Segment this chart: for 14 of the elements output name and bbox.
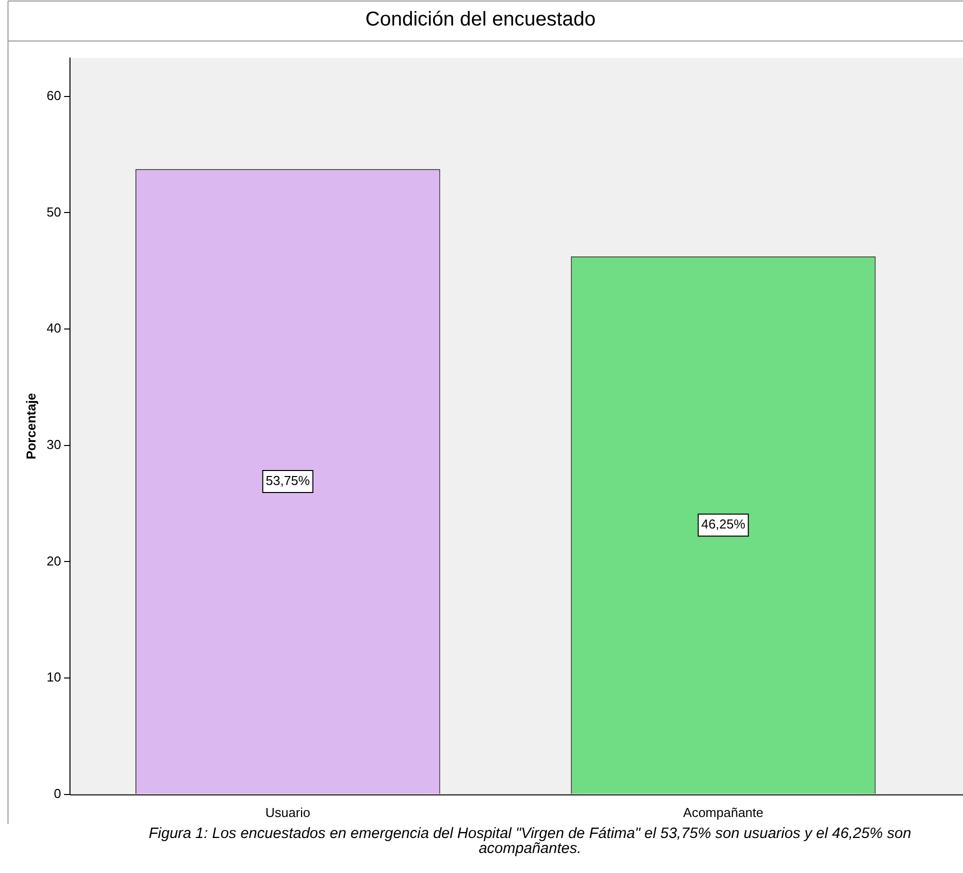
- data-label: 53,75%: [266, 473, 310, 488]
- y-tick-label: 10: [46, 670, 62, 685]
- data-label: 46,25%: [701, 516, 746, 532]
- y-tick-label: 50: [46, 204, 62, 220]
- y-tick-label: 0: [54, 786, 62, 801]
- y-tick-label: 20: [46, 553, 62, 568]
- text: Figura 1: Los encuestados en emergencia del Hospital "Virgen de Fátima" el 53,75% son usuarios y el 46,25% son acompañantes.: [148, 825, 912, 857]
- y-tick-label: 30: [46, 436, 62, 452]
- y-tick-label: 60: [46, 88, 62, 103]
- y-axis-title: Porcentaje: [23, 392, 38, 460]
- x-tick-label: Usuario: [265, 804, 310, 820]
- y-tick-label: 40: [46, 320, 62, 336]
- x-tick-label: Acompañante: [683, 804, 764, 820]
- chart-title: Condición del encuestado: [365, 8, 596, 31]
